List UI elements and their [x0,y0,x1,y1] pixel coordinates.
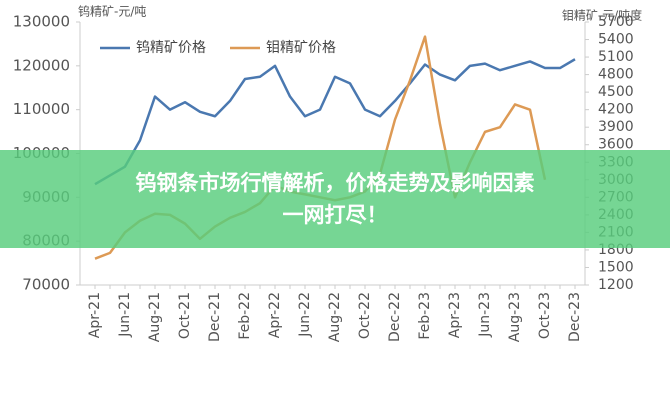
x-tick-label: Aug-23 [507,292,523,342]
y2-tick-label: 1200 [598,277,634,293]
y-tick-label: 70000 [22,276,70,294]
x-tick-label: Dec-22 [387,292,403,342]
banner: 钨钢条市场行情解析，价格走势及影响因素 一网打尽！ [0,150,670,248]
x-tick-label: Jun-22 [297,292,313,338]
legend-label: 钨精矿价格 [136,40,206,56]
y2-tick-label: 5700 [598,14,634,30]
x-tick-label: Oct-23 [537,292,553,339]
x-tick-label: Feb-23 [417,292,433,340]
y2-tick-label: 4200 [598,102,634,118]
x-tick-label: Aug-21 [147,292,163,342]
x-tick-label: Apr-21 [87,292,103,338]
y2-tick-label: 3600 [598,137,634,153]
y-tick-label: 120000 [13,56,70,74]
y2-tick-label: 4800 [598,67,634,83]
y-tick-label: 130000 [13,13,70,31]
x-tick-label: Apr-23 [447,292,463,338]
x-tick-label: Oct-22 [357,292,373,339]
y2-tick-label: 5400 [598,32,634,48]
y2-tick-label: 4500 [598,84,634,100]
x-tick-label: Feb-22 [237,292,253,340]
y2-tick-label: 1500 [598,259,634,275]
x-tick-label: Jun-21 [117,292,133,338]
banner-line: 钨钢条市场行情解析，价格走势及影响因素 [135,171,535,195]
y2-tick-label: 3900 [598,119,634,135]
legend-label: 钼精矿价格 [266,40,336,56]
y2-axis-label: 钼精矿-元/吨度 [562,8,642,23]
y2-tick-label: 5100 [598,49,634,65]
x-tick-label: Apr-22 [267,292,283,338]
series-line [94,58,576,186]
y-tick-label: 110000 [13,100,70,118]
x-tick-label: Oct-21 [177,292,193,339]
x-tick-label: Aug-22 [327,292,343,342]
x-tick-label: Dec-21 [207,292,223,342]
x-tick-label: Dec-23 [567,292,583,342]
x-tick-label: Jun-23 [477,292,493,338]
y-axis-label: 钨精矿-元/吨 [78,4,146,19]
banner-line: 一网打尽！ [282,203,388,227]
